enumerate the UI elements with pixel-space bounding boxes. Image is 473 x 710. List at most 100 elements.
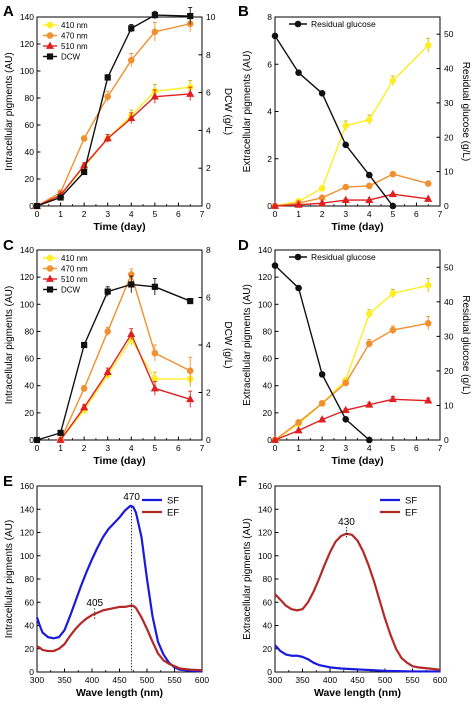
data-point bbox=[186, 367, 194, 375]
y-tick-label: 100 bbox=[258, 299, 272, 309]
y-tick-label: 60 bbox=[263, 354, 273, 364]
legend-marker bbox=[46, 254, 54, 262]
data-point bbox=[424, 42, 432, 49]
y2-tick-label: 20 bbox=[444, 132, 454, 142]
x-tick-label: 300 bbox=[268, 675, 282, 685]
x-tick-label: 300 bbox=[30, 675, 44, 685]
data-point bbox=[318, 184, 326, 192]
legend-marker bbox=[46, 21, 54, 29]
data-point bbox=[341, 195, 350, 203]
y-tick-label: 120 bbox=[20, 528, 34, 538]
y-tick-label: 0 bbox=[29, 201, 34, 211]
x-axis-label: Wave length (nm) bbox=[314, 687, 401, 699]
data-point bbox=[365, 116, 373, 124]
y-tick-label: 140 bbox=[20, 12, 34, 22]
series-line bbox=[60, 338, 191, 441]
data-point bbox=[104, 93, 112, 100]
series-line bbox=[36, 23, 191, 207]
x-tick-label: 500 bbox=[378, 675, 392, 685]
x-tick-label: 7 bbox=[438, 209, 443, 219]
x-tick-label: 1 bbox=[58, 443, 63, 453]
y-tick-label: 120 bbox=[258, 272, 272, 282]
series-dcw bbox=[33, 275, 194, 444]
legend-marker bbox=[46, 265, 54, 272]
peak-label: 405 bbox=[86, 598, 103, 609]
y-tick-label: 80 bbox=[25, 93, 35, 103]
x-tick-label: 450 bbox=[112, 675, 126, 685]
peak-label: 430 bbox=[338, 517, 355, 528]
y-tick-label: 0 bbox=[267, 201, 272, 211]
data-point bbox=[389, 202, 397, 210]
y2-tick-label: 6 bbox=[206, 88, 211, 98]
legend-marker bbox=[45, 41, 55, 49]
y2-tick-label: 4 bbox=[206, 340, 211, 350]
data-point bbox=[104, 328, 112, 335]
y-tick-label: 160 bbox=[258, 481, 272, 491]
data-point bbox=[424, 396, 433, 404]
y-tick-label: 120 bbox=[20, 272, 34, 282]
x-tick-label: 0 bbox=[35, 209, 40, 219]
y2-tick-label: 2 bbox=[206, 163, 211, 173]
panel-d: D0 1 2 3 4 5 6 702040608010012014001020304050Ti… bbox=[238, 237, 471, 467]
data-point bbox=[151, 349, 159, 357]
series-residual-glucose bbox=[271, 32, 397, 210]
data-point bbox=[342, 415, 350, 423]
series-extracellular-470-nm bbox=[271, 170, 432, 210]
y2-tick-label: 4 bbox=[206, 125, 211, 135]
y-tick-label: 60 bbox=[25, 120, 35, 130]
data-point bbox=[151, 28, 159, 36]
series-extracellular-510-nm bbox=[270, 189, 433, 209]
series-residual-glucose bbox=[271, 262, 373, 444]
x-tick-label: 500 bbox=[140, 675, 154, 685]
y-tick-label: 60 bbox=[25, 597, 35, 607]
legend-label: 410 nm bbox=[61, 254, 88, 263]
data-point bbox=[127, 113, 136, 122]
data-point bbox=[342, 379, 350, 387]
y-axis-label: Intracellular pigments (AU) bbox=[4, 286, 15, 404]
data-point bbox=[57, 429, 64, 436]
data-point bbox=[318, 415, 327, 423]
data-point bbox=[294, 426, 303, 434]
y-tick-label: 80 bbox=[263, 574, 273, 584]
y2-axis-label: DCW (g/L) bbox=[222, 321, 233, 368]
x-tick-label: 2 bbox=[82, 209, 87, 219]
data-point bbox=[318, 400, 326, 407]
x-tick-label: 0 bbox=[35, 443, 40, 453]
panel-letter: A bbox=[3, 3, 14, 20]
y2-tick-label: 50 bbox=[444, 29, 454, 39]
series-line bbox=[36, 604, 203, 672]
y-tick-label: 80 bbox=[25, 326, 35, 336]
y2-tick-label: 8 bbox=[206, 50, 211, 60]
legend-label: EF bbox=[405, 508, 417, 519]
data-point bbox=[389, 170, 397, 178]
x-tick-label: 5 bbox=[152, 443, 157, 453]
data-point bbox=[104, 74, 111, 81]
y-axis-label: Intracellular pigments (AU) bbox=[4, 520, 15, 638]
x-tick-label: 400 bbox=[323, 675, 337, 685]
data-point bbox=[295, 419, 302, 426]
y-tick-label: 100 bbox=[20, 551, 34, 561]
y-tick-label: 0 bbox=[267, 435, 272, 445]
x-tick-label: 5 bbox=[152, 209, 157, 219]
series-510-nm bbox=[32, 86, 195, 209]
y-tick-label: 60 bbox=[263, 597, 273, 607]
series-line bbox=[274, 284, 429, 441]
data-point bbox=[365, 340, 373, 347]
y2-tick-label: 10 bbox=[206, 12, 216, 22]
x-tick-label: 7 bbox=[200, 209, 205, 219]
data-point bbox=[186, 394, 195, 403]
panel-letter: B bbox=[238, 3, 249, 20]
data-point bbox=[270, 435, 280, 443]
legend-label: DCW bbox=[61, 53, 81, 62]
data-point bbox=[389, 290, 397, 297]
x-tick-label: 0 bbox=[273, 443, 278, 453]
series-510-nm bbox=[56, 328, 195, 443]
data-point bbox=[150, 92, 159, 100]
x-tick-label: 3 bbox=[343, 209, 348, 219]
y2-tick-label: 40 bbox=[444, 64, 454, 74]
series-ef bbox=[274, 532, 441, 671]
y2-tick-label: 0 bbox=[206, 201, 211, 211]
x-tick-label: 2 bbox=[320, 209, 325, 219]
